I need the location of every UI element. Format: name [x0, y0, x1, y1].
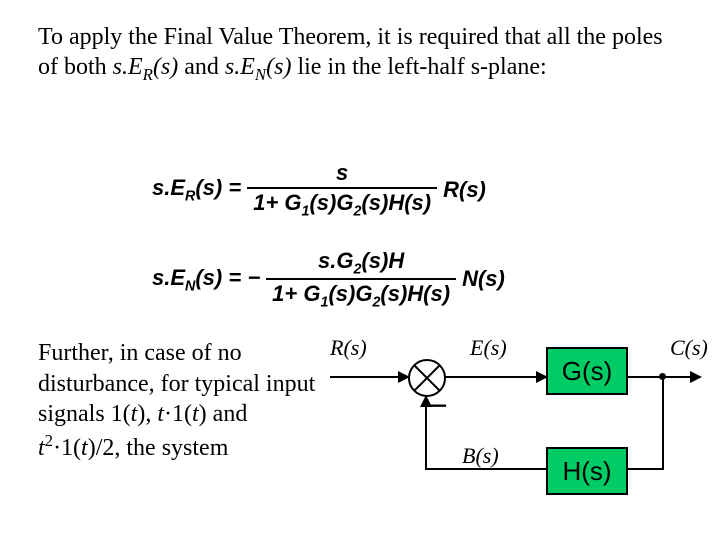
eq1-fraction: s 1+ G1(s)G2(s)H(s) [247, 160, 437, 219]
eq2-lhs: s.EN(s) = − [150, 265, 262, 294]
block-diagram: R(s) E(s) C(s) B(s) − G(s) H(s) [330, 335, 700, 515]
block-G: G(s) [546, 347, 628, 395]
bottom-paragraph: Further, in case of no disturbance, for … [38, 338, 318, 464]
equation-EN: s.EN(s) = − s.G2(s)H 1+ G1(s)G2(s)H(s) N… [150, 248, 507, 311]
intro-paragraph: To apply the Final Value Theorem, it is … [38, 22, 678, 86]
equation-ER: s.ER(s) = s 1+ G1(s)G2(s)H(s) R(s) [150, 160, 488, 219]
arrowhead-icon [690, 371, 702, 383]
summing-junction [408, 359, 446, 397]
wire [444, 376, 546, 378]
wire [662, 376, 664, 468]
term-sEN: s.EN(s) [225, 54, 292, 80]
eq1-lhs: s.ER(s) = [150, 175, 243, 204]
block-H: H(s) [546, 447, 628, 495]
eq1-rhs: R(s) [441, 177, 488, 203]
wire [425, 468, 546, 470]
text: and [178, 54, 225, 80]
arrowhead-icon [420, 395, 432, 407]
wire [330, 376, 408, 378]
text: lie in the left-half s-plane: [291, 54, 546, 80]
eq2-rhs: N(s) [460, 266, 507, 292]
label-C: C(s) [670, 335, 708, 361]
label-B: B(s) [462, 443, 499, 469]
label-R: R(s) [330, 335, 367, 361]
eq2-fraction: s.G2(s)H 1+ G1(s)G2(s)H(s) [266, 248, 456, 311]
label-E: E(s) [470, 335, 507, 361]
wire [425, 405, 427, 470]
term-sER: s.ER(s) [113, 54, 179, 80]
wire [626, 468, 664, 470]
